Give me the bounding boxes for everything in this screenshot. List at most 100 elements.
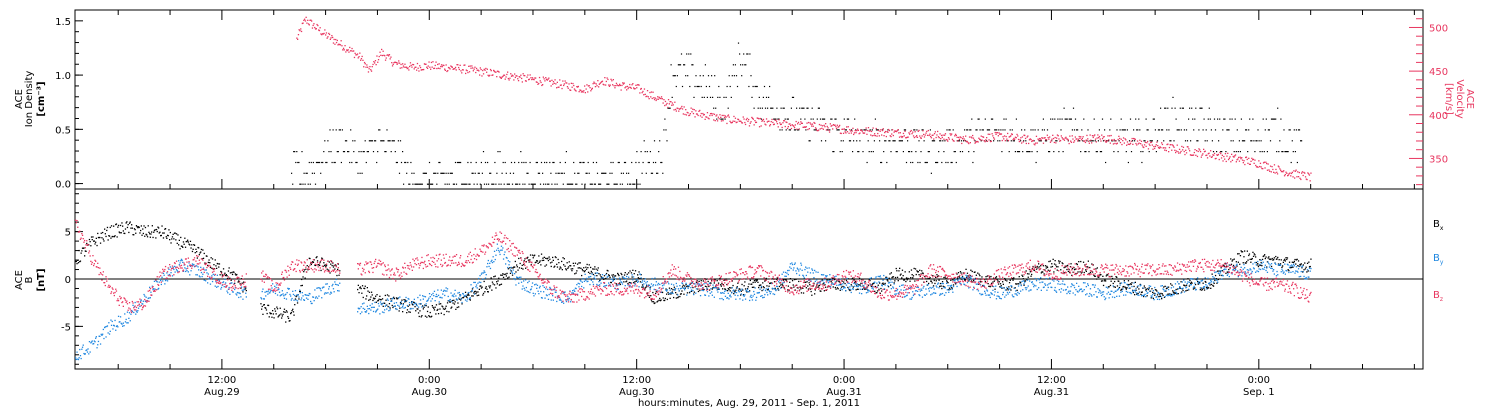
velocity-point: [929, 133, 931, 135]
by-point: [139, 305, 141, 307]
by-point: [523, 287, 525, 289]
by-point: [269, 290, 272, 292]
by-point: [144, 300, 147, 303]
density-point: [937, 161, 939, 164]
bx-point: [597, 267, 599, 269]
bx-point: [265, 309, 268, 311]
by-point: [471, 290, 474, 292]
bx-point: [245, 287, 247, 289]
velocity-point: [858, 133, 860, 135]
velocity-point: [812, 125, 814, 127]
bx-point: [414, 306, 416, 308]
bx-point: [1167, 293, 1169, 295]
by-point: [372, 306, 374, 308]
velocity-point: [1068, 142, 1070, 145]
by-point: [368, 312, 370, 315]
density-point: [1094, 140, 1096, 142]
density-point: [746, 53, 748, 55]
bx-point: [935, 280, 937, 282]
bx-point: [224, 272, 226, 274]
bx-point: [999, 283, 1002, 285]
velocity-point: [1310, 172, 1312, 174]
velocity-point: [1127, 143, 1129, 145]
by-point: [381, 311, 384, 313]
bx-point: [483, 280, 485, 283]
by-point: [561, 301, 563, 303]
bx-point: [627, 282, 629, 285]
bx-point: [402, 311, 404, 313]
bx-point: [596, 269, 599, 271]
velocity-point: [332, 36, 334, 39]
by-point: [454, 289, 456, 291]
velocity-point: [1094, 134, 1096, 136]
velocity-point: [1186, 146, 1188, 148]
density-point: [804, 118, 806, 120]
velocity-point: [1227, 158, 1230, 161]
by-point: [182, 261, 184, 263]
velocity-point: [1212, 154, 1214, 156]
velocity-point: [751, 116, 753, 119]
density-point: [507, 183, 509, 185]
bx-point: [664, 297, 666, 300]
bx-point: [561, 260, 563, 263]
by-point: [617, 288, 619, 290]
bx-point: [628, 272, 630, 274]
bx-point: [887, 286, 890, 288]
by-point: [334, 283, 337, 285]
velocity-point: [846, 126, 848, 128]
density-point: [1176, 129, 1178, 131]
bx-point: [1283, 259, 1285, 261]
bx-point: [865, 288, 867, 290]
velocity-point: [1045, 139, 1048, 141]
bx-point: [1143, 295, 1145, 298]
bx-point: [364, 285, 366, 287]
bx-point: [1176, 288, 1179, 290]
bx-point: [917, 271, 919, 273]
velocity-point: [439, 67, 441, 70]
bx-point: [1096, 267, 1098, 269]
by-point: [88, 353, 90, 355]
velocity-point: [707, 117, 709, 119]
bx-point: [513, 266, 515, 268]
density-point: [673, 75, 675, 77]
bx-point: [760, 284, 762, 286]
bx-point: [227, 277, 229, 280]
bx-point: [1076, 263, 1078, 265]
velocity-point: [356, 54, 358, 56]
velocity-point: [1182, 146, 1185, 148]
bx-point: [937, 275, 939, 277]
density-point: [1043, 129, 1045, 131]
velocity-point: [428, 61, 430, 63]
bx-point: [150, 233, 152, 235]
bx-point: [933, 279, 935, 282]
density-point: [741, 75, 743, 77]
by-point: [525, 279, 527, 281]
bx-point: [594, 272, 597, 274]
bx-point: [938, 279, 940, 281]
by-point: [556, 295, 559, 297]
velocity-point: [1105, 141, 1108, 143]
bx-point: [417, 308, 419, 310]
bx-point: [899, 267, 901, 269]
velocity-point: [815, 128, 817, 130]
bx-point: [1070, 263, 1072, 265]
bx-point: [238, 280, 240, 282]
density-point: [403, 183, 405, 185]
velocity-point: [382, 50, 384, 52]
bx-point: [695, 281, 698, 283]
velocity-point: [923, 136, 926, 138]
density-point: [656, 172, 658, 174]
bx-point: [1069, 271, 1071, 274]
bx-point: [1132, 291, 1134, 294]
density-point: [1281, 151, 1283, 153]
velocity-point: [384, 55, 386, 57]
density-point: [561, 172, 563, 174]
bx-point: [551, 261, 553, 263]
velocity-point: [704, 118, 706, 120]
velocity-point: [597, 80, 599, 82]
bx-point: [306, 265, 308, 267]
bx-point: [644, 287, 646, 289]
density-point: [1270, 118, 1273, 120]
bx-point: [108, 235, 111, 237]
by-point: [423, 295, 425, 298]
